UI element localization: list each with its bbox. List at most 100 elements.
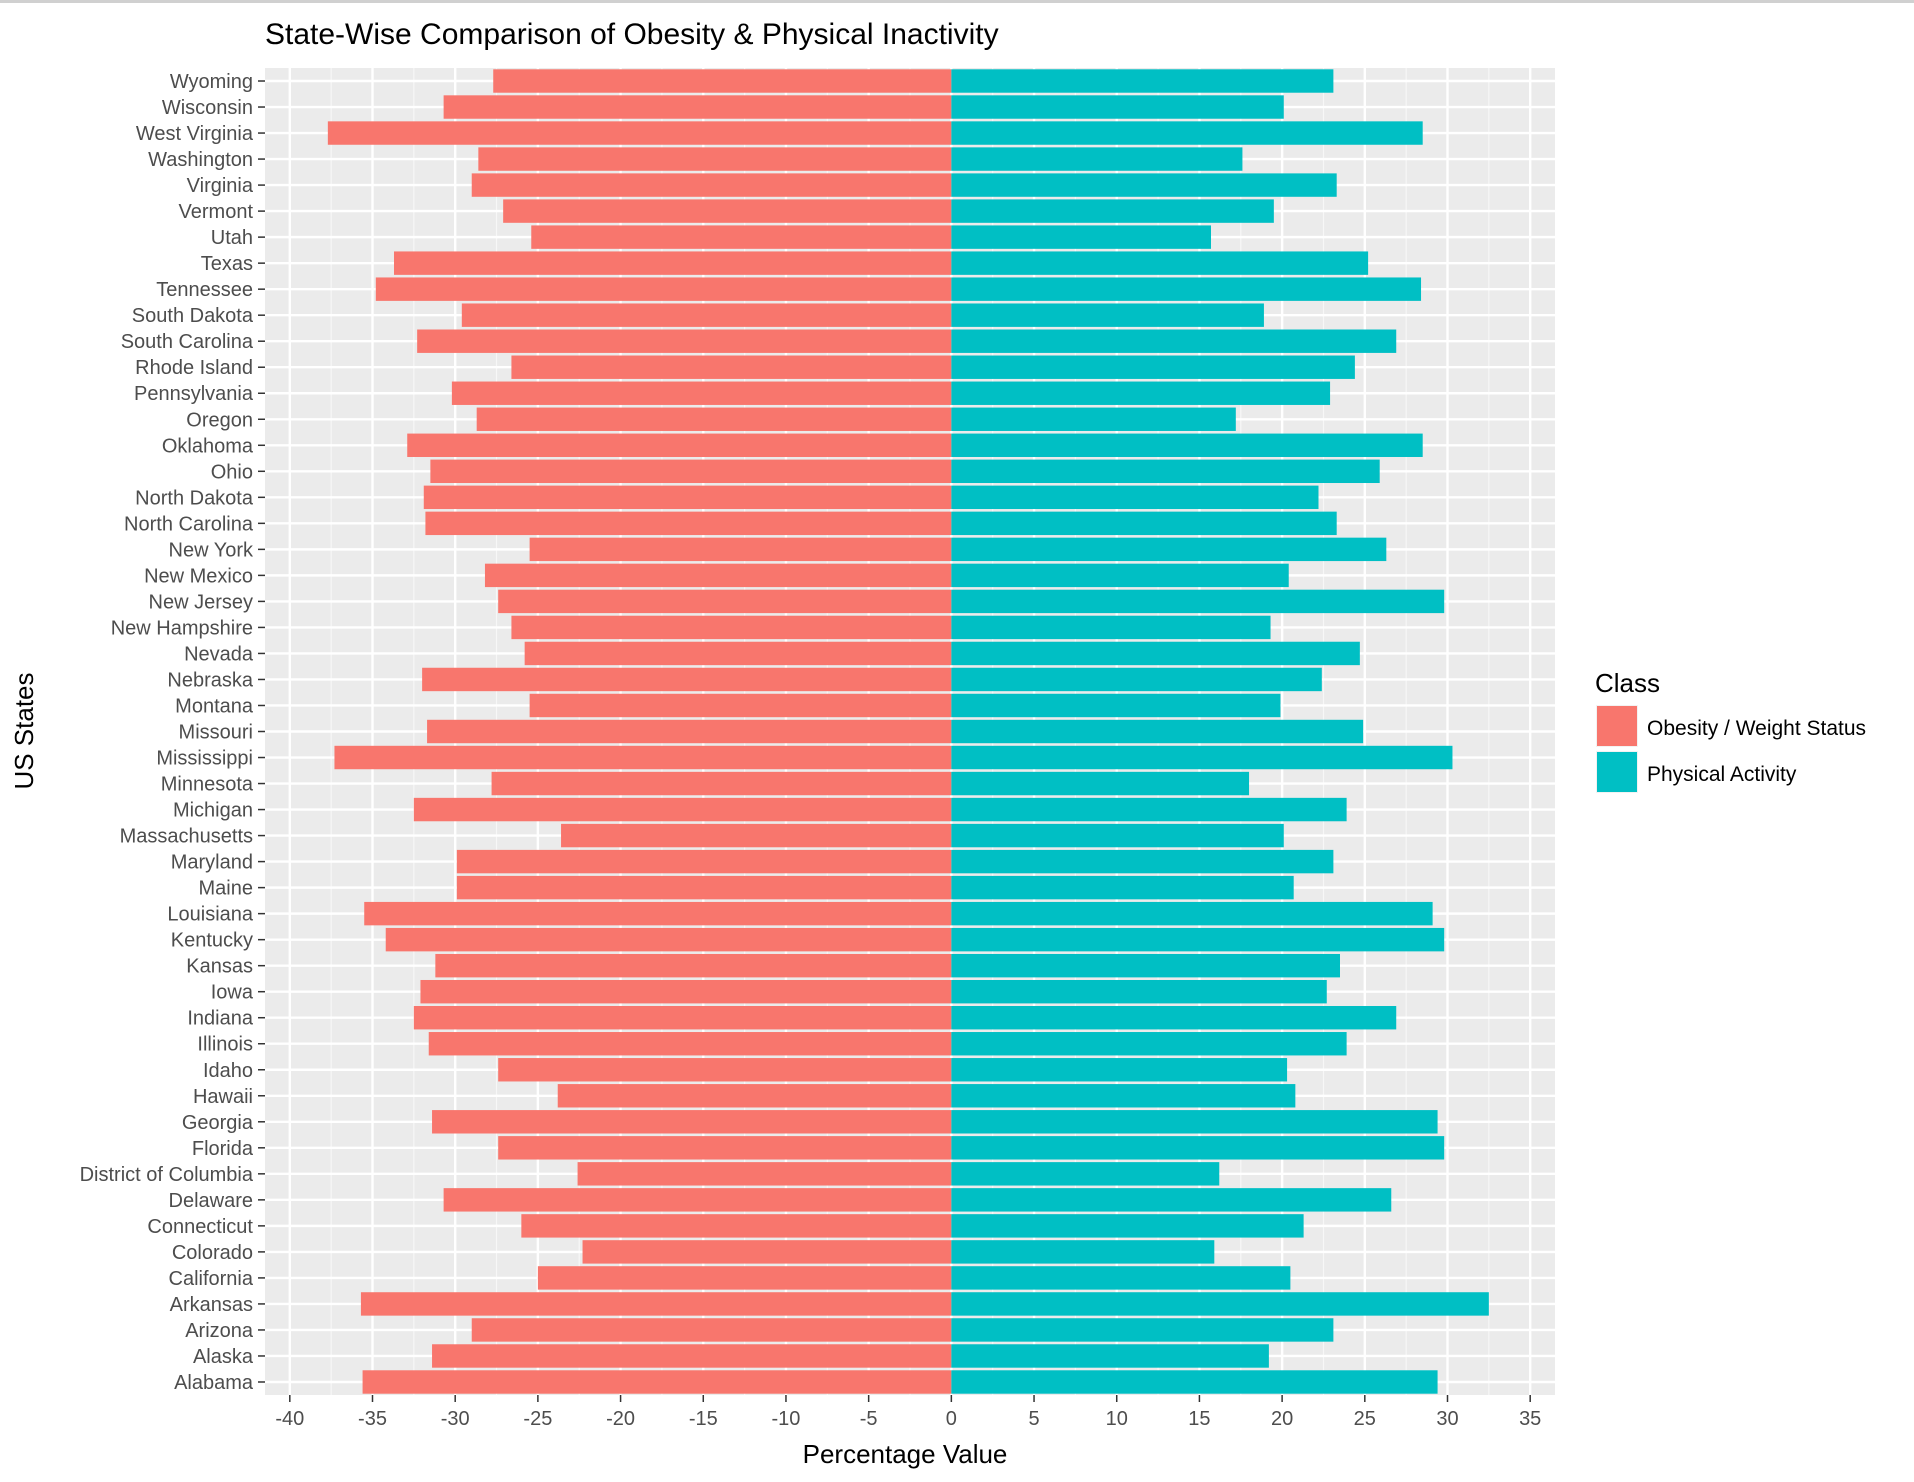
bar-physical-activity (951, 641, 1360, 666)
bar-physical-activity (951, 199, 1274, 223)
bar-physical-activity (951, 1058, 1288, 1082)
bar-obesity-weight-status (577, 1162, 952, 1186)
bar-physical-activity (951, 459, 1380, 484)
y-tick-label: Michigan (173, 800, 253, 822)
bar-physical-activity (951, 1136, 1445, 1160)
bar-obesity-weight-status (407, 433, 952, 457)
bar-physical-activity (951, 823, 1284, 848)
bar-physical-activity (951, 355, 1355, 379)
bar-physical-activity (951, 147, 1243, 171)
y-tick-label: Wisconsin (162, 97, 253, 119)
bar-physical-activity (951, 875, 1294, 900)
bar-obesity-weight-status (498, 589, 952, 614)
y-tick-label: Nebraska (167, 669, 253, 691)
x-tick-label: -35 (358, 1408, 387, 1430)
bar-obesity-weight-status (451, 381, 952, 405)
legend-swatch-obesity (1597, 706, 1637, 746)
y-tick-label: South Dakota (132, 305, 254, 327)
bar-obesity-weight-status (428, 1032, 952, 1056)
y-tick-label: New Mexico (144, 565, 253, 587)
bar-physical-activity (951, 979, 1327, 1004)
y-tick-label: Alabama (174, 1372, 254, 1394)
bar-obesity-weight-status (491, 771, 952, 796)
y-tick-label: Florida (192, 1138, 254, 1160)
bar-physical-activity (951, 225, 1211, 249)
window-top-border (0, 0, 1914, 3)
x-tick-label: -5 (860, 1408, 878, 1430)
bar-obesity-weight-status (413, 1006, 952, 1030)
y-tick-label: Maine (199, 878, 253, 900)
bar-obesity-weight-status (582, 1240, 952, 1264)
bar-obesity-weight-status (456, 875, 952, 900)
y-tick-label: Connecticut (147, 1216, 253, 1238)
y-tick-label: Oklahoma (162, 435, 254, 457)
bar-physical-activity (951, 1240, 1215, 1264)
bar-obesity-weight-status (511, 355, 952, 379)
y-axis-title: US States (9, 672, 39, 789)
y-tick-label: Nevada (184, 643, 254, 665)
y-tick-label: Pennsylvania (134, 383, 254, 405)
legend: Class Obesity / Weight Status Physical A… (1595, 668, 1866, 793)
bar-physical-activity (951, 1162, 1220, 1186)
bar-obesity-weight-status (362, 1370, 952, 1394)
bar-physical-activity (951, 901, 1433, 926)
bar-physical-activity (951, 1110, 1438, 1134)
bar-physical-activity (951, 1370, 1438, 1394)
bar-obesity-weight-status (471, 173, 952, 197)
y-tick-label: Illinois (197, 1034, 253, 1056)
bar-physical-activity (951, 771, 1250, 796)
bar-physical-activity (951, 1006, 1397, 1030)
y-tick-label: Georgia (182, 1112, 254, 1134)
bar-obesity-weight-status (456, 849, 952, 874)
y-tick-label: New Jersey (149, 591, 253, 613)
y-tick-label: Arkansas (170, 1294, 253, 1316)
bar-obesity-weight-status (435, 953, 952, 978)
y-tick-label: Colorado (172, 1242, 253, 1264)
bar-obesity-weight-status (461, 303, 952, 327)
y-tick-label: Mississippi (156, 748, 253, 770)
bar-physical-activity (951, 485, 1319, 510)
bar-obesity-weight-status (529, 537, 952, 562)
y-tick-label: Alaska (193, 1346, 254, 1368)
y-tick-label: Montana (175, 695, 254, 717)
x-tick-label: 0 (946, 1408, 957, 1430)
bar-physical-activity (951, 537, 1387, 562)
bar-obesity-weight-status (385, 927, 952, 952)
bar-obesity-weight-status (425, 511, 952, 536)
bar-obesity-weight-status (427, 719, 952, 744)
y-tick-label: West Virginia (136, 123, 254, 145)
y-tick-label: Kentucky (171, 930, 253, 952)
y-axis: Alabama Alaska Arizona Arkansas California Co… (80, 71, 265, 1394)
bar-obesity-weight-status (484, 563, 952, 588)
bar-obesity-weight-status (422, 667, 952, 692)
x-tick-label: 20 (1271, 1408, 1293, 1430)
y-tick-label: South Carolina (121, 331, 254, 353)
y-tick-label: Missouri (179, 722, 253, 744)
bar-physical-activity (951, 927, 1445, 952)
bars-layer (327, 69, 1489, 1394)
bar-obesity-weight-status (334, 745, 952, 770)
bar-obesity-weight-status (493, 69, 952, 93)
x-tick-label: -40 (275, 1408, 304, 1430)
x-tick-label: -25 (523, 1408, 552, 1430)
bar-physical-activity (951, 693, 1281, 718)
bar-obesity-weight-status (430, 459, 952, 484)
bar-obesity-weight-status (503, 199, 952, 223)
y-tick-label: Utah (211, 227, 253, 249)
bar-physical-activity (951, 849, 1334, 874)
legend-label-obesity: Obesity / Weight Status (1647, 717, 1866, 740)
x-axis: -40 -35 -30 -25 -20 -15 -10 -5 0 5 10 15 20 25 30 35 (275, 1395, 1541, 1430)
bar-obesity-weight-status (529, 693, 952, 718)
bar-physical-activity (951, 1292, 1489, 1316)
bar-obesity-weight-status (511, 615, 952, 640)
bar-obesity-weight-status (531, 225, 952, 249)
x-tick-label: 25 (1354, 1408, 1376, 1430)
x-tick-label: 10 (1106, 1408, 1128, 1430)
x-tick-label: -15 (689, 1408, 718, 1430)
bar-physical-activity (951, 69, 1334, 93)
y-tick-label: Idaho (203, 1060, 253, 1082)
y-tick-label: Louisiana (167, 904, 254, 926)
bar-physical-activity (951, 277, 1422, 301)
bar-obesity-weight-status (537, 1266, 952, 1290)
y-tick-label: Kansas (186, 956, 253, 978)
